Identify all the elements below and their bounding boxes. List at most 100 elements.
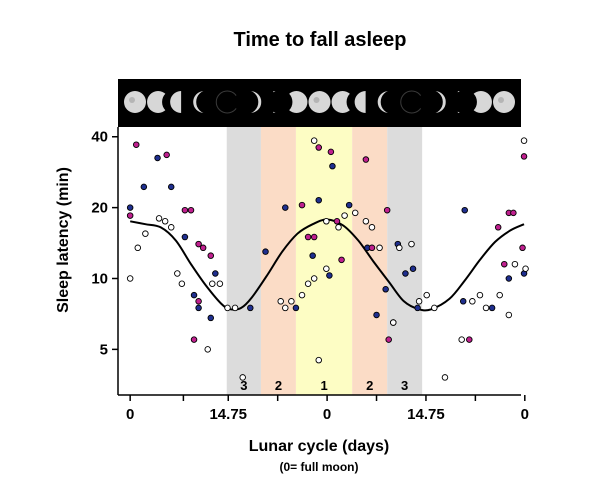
point-white xyxy=(304,280,312,287)
point-magenta xyxy=(190,336,198,343)
point-white xyxy=(310,275,318,282)
y-tick-label: 10 xyxy=(91,270,108,287)
moon-phase-strip xyxy=(118,79,521,127)
point-magenta xyxy=(519,244,526,252)
moon-waning-crescent-icon xyxy=(193,90,221,114)
point-white xyxy=(505,311,513,319)
axes: 5 10 20 40 0 14.75 0 14.75 0 xyxy=(91,127,529,423)
point-white xyxy=(520,137,528,144)
point-blue xyxy=(212,270,219,277)
point-white xyxy=(335,224,342,231)
point-white xyxy=(239,374,246,381)
point-magenta xyxy=(385,336,392,343)
point-blue xyxy=(373,311,380,319)
x-tick-label: 0 xyxy=(126,406,134,423)
x-tick-label: 0 xyxy=(323,406,331,423)
point-white xyxy=(431,304,438,312)
point-blue xyxy=(126,204,134,211)
point-magenta xyxy=(327,148,335,156)
point-white xyxy=(310,137,318,144)
point-white xyxy=(368,224,376,231)
point-white xyxy=(482,304,490,312)
point-white xyxy=(161,218,169,225)
point-magenta xyxy=(199,244,207,252)
point-magenta xyxy=(181,206,189,214)
point-white xyxy=(415,298,423,305)
point-magenta xyxy=(310,233,318,241)
point-magenta xyxy=(163,151,170,159)
point-white xyxy=(376,244,383,252)
point-blue xyxy=(167,183,175,191)
point-magenta xyxy=(368,244,376,252)
point-white xyxy=(204,346,211,353)
point-blue xyxy=(382,286,389,293)
point-white xyxy=(155,215,163,222)
point-white xyxy=(351,209,359,217)
scatter-points xyxy=(126,137,529,381)
band-label: 2 xyxy=(275,378,282,393)
point-blue xyxy=(195,304,202,312)
point-blue xyxy=(345,201,353,209)
fit-curve-line xyxy=(130,218,525,312)
point-white xyxy=(216,280,224,287)
point-blue xyxy=(459,298,467,305)
point-white xyxy=(522,265,529,272)
point-blue xyxy=(329,162,336,170)
moon-last-quarter-icon xyxy=(170,90,194,114)
point-white xyxy=(231,304,239,312)
point-magenta xyxy=(520,153,528,160)
point-magenta xyxy=(298,201,306,209)
band-label: 3 xyxy=(240,378,247,393)
point-blue xyxy=(309,252,316,259)
moon-full-icon xyxy=(308,91,331,113)
point-blue xyxy=(488,304,496,312)
point-magenta xyxy=(195,240,202,248)
moon-waxing-gibbous-icon xyxy=(452,90,492,114)
point-white xyxy=(298,291,306,299)
point-magenta xyxy=(510,209,517,217)
point-blue xyxy=(207,314,215,322)
x-axis-label: Lunar cycle (days) xyxy=(249,438,390,455)
point-magenta xyxy=(126,212,134,219)
fit-curve xyxy=(130,218,525,312)
moon-waning-crescent-icon xyxy=(377,90,405,114)
point-blue xyxy=(402,270,409,277)
point-blue xyxy=(505,275,513,282)
moon-waxing-crescent-icon xyxy=(234,90,262,114)
band-label: 1 xyxy=(320,378,327,393)
point-blue xyxy=(247,304,254,312)
y-axis-label: Sleep latency (min) xyxy=(55,167,72,313)
point-blue xyxy=(282,204,289,211)
point-blue xyxy=(181,233,189,241)
point-white xyxy=(288,298,295,305)
point-white xyxy=(209,280,216,287)
y-tick-label: 40 xyxy=(91,129,108,146)
point-blue xyxy=(461,206,468,214)
point-blue xyxy=(292,304,300,312)
point-white xyxy=(142,230,149,237)
moon-waxing-crescent-icon xyxy=(418,90,446,114)
x-tick-label: 14.75 xyxy=(209,406,247,423)
point-white xyxy=(224,304,231,312)
point-blue xyxy=(140,183,148,191)
point-magenta xyxy=(187,206,195,214)
point-white xyxy=(511,260,519,268)
point-white xyxy=(441,374,449,381)
band-label: 2 xyxy=(366,378,373,393)
lunar-phase-bands: 3 2 1 2 3 xyxy=(226,127,423,395)
point-white xyxy=(126,275,134,282)
point-white xyxy=(323,218,330,225)
point-white xyxy=(390,319,397,326)
x-tick-label: 0 xyxy=(521,406,529,423)
point-white xyxy=(315,356,322,364)
point-white xyxy=(341,212,348,219)
point-blue xyxy=(326,272,333,279)
point-magenta xyxy=(333,218,341,225)
moon-full-icon xyxy=(124,91,146,113)
point-magenta xyxy=(304,233,312,241)
point-white xyxy=(408,240,415,248)
point-blue xyxy=(262,248,269,255)
point-white xyxy=(423,291,430,299)
phase-band xyxy=(260,127,296,395)
point-magenta xyxy=(195,298,202,305)
